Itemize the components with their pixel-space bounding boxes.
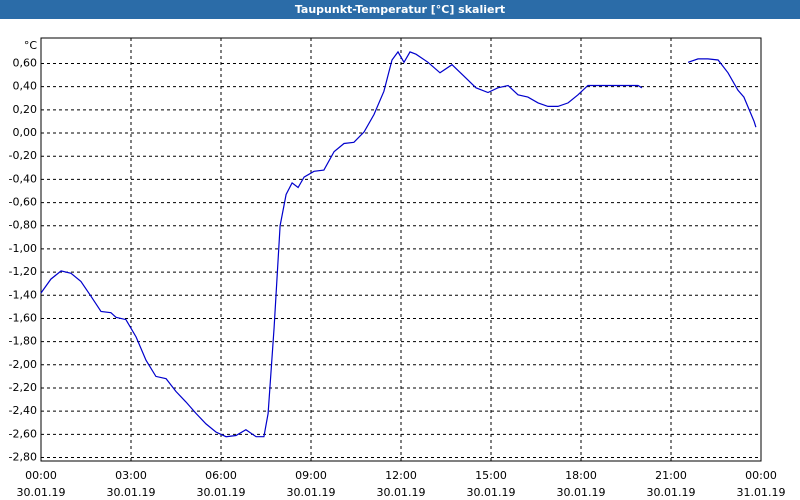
x-tick-label: 03:00 30.01.19 xyxy=(106,469,156,499)
y-tick-label: -2,40 xyxy=(9,404,37,417)
y-tick-label: -2,20 xyxy=(9,381,37,394)
y-tick-label: -1,00 xyxy=(9,242,37,255)
x-tick-label: 06:00 30.01.19 xyxy=(196,469,246,499)
y-tick-label: -1,60 xyxy=(9,311,37,324)
data-line xyxy=(40,50,757,438)
y-tick-label: -0,40 xyxy=(9,172,37,185)
x-tick-label: 09:00 30.01.19 xyxy=(286,469,336,499)
title-bar: Taupunkt-Temperatur [°C] skaliert xyxy=(0,0,800,19)
x-tick-label: 15:00 30.01.19 xyxy=(466,469,516,499)
y-tick-label: -2,80 xyxy=(9,451,37,464)
y-tick-label: -1,80 xyxy=(9,335,37,348)
x-tick-label: 12:00 30.01.19 xyxy=(376,469,426,499)
y-tick-label: 0,00 xyxy=(13,126,38,139)
plot-frame xyxy=(40,37,762,462)
x-tick-label: 21:00 30.01.19 xyxy=(646,469,696,499)
y-tick-label: -2,00 xyxy=(9,358,37,371)
y-tick-label: -0,60 xyxy=(9,196,37,209)
x-tick-label: 00:00 30.01.19 xyxy=(16,469,66,499)
y-unit: °C xyxy=(24,39,38,52)
y-tick-label: 0,60 xyxy=(13,56,38,69)
y-tick-label: -0,20 xyxy=(9,149,37,162)
x-tick-label: 00:00 31.01.19 xyxy=(736,469,786,499)
y-tick-label: -1,20 xyxy=(9,265,37,278)
y-tick-label: 0,20 xyxy=(13,103,38,116)
y-tick-label: -1,40 xyxy=(9,288,37,301)
y-tick-label: 0,40 xyxy=(13,80,38,93)
y-tick-label: -0,80 xyxy=(9,219,37,232)
y-tick-label: -2,60 xyxy=(9,427,37,440)
x-tick-label: 18:00 30.01.19 xyxy=(556,469,606,499)
